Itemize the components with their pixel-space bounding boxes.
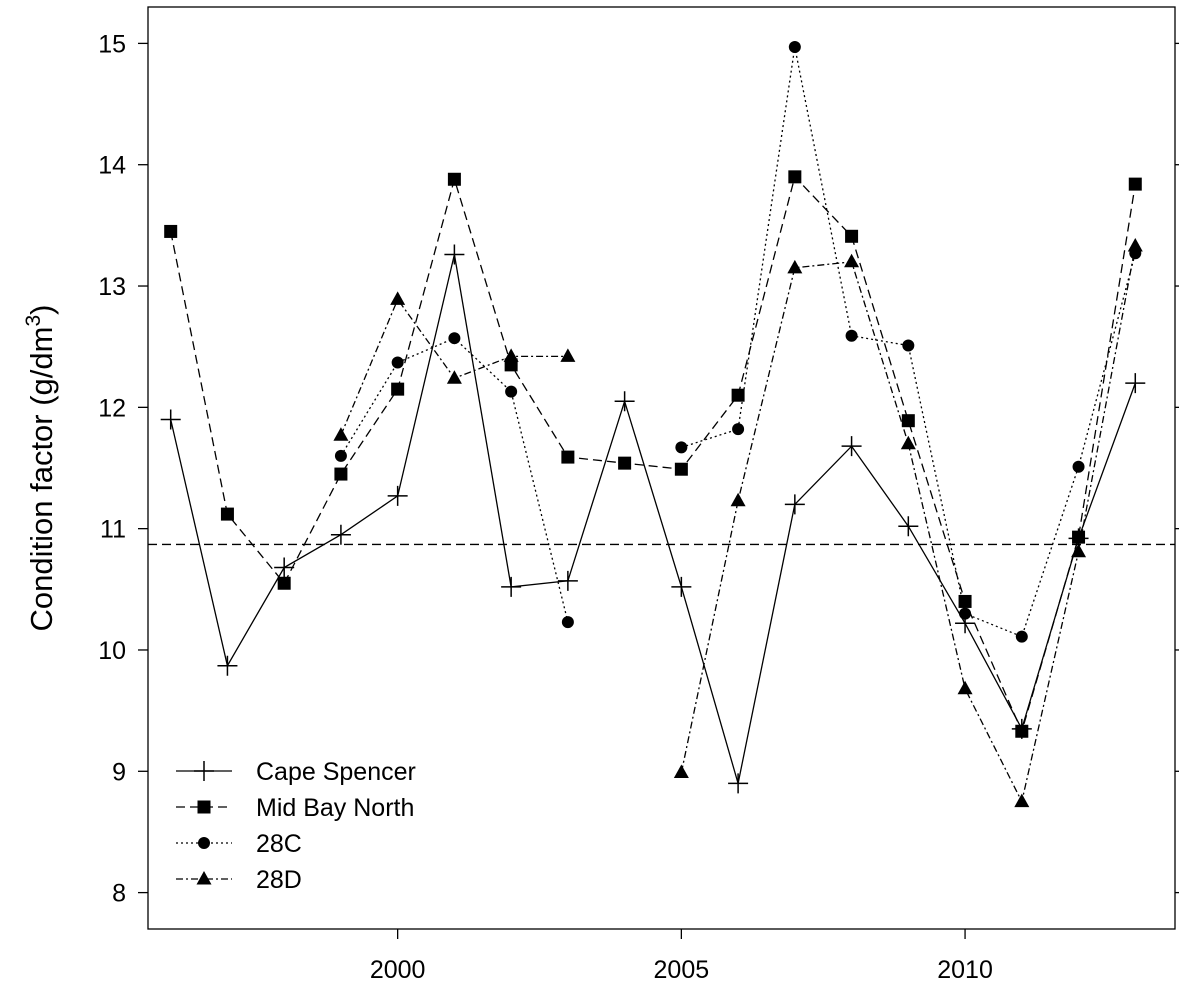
data-point-circle bbox=[788, 41, 801, 54]
data-point-circle bbox=[561, 616, 574, 629]
y-tick-label: 13 bbox=[98, 273, 126, 301]
y-tick-label: 8 bbox=[112, 880, 126, 908]
data-point-plus bbox=[557, 570, 578, 591]
data-point-plus bbox=[614, 391, 635, 412]
data-point-triangle bbox=[730, 492, 746, 507]
data-point-plus bbox=[898, 516, 919, 537]
data-point-circle bbox=[505, 385, 518, 398]
legend-label: Mid Bay North bbox=[256, 794, 414, 822]
series-1 bbox=[164, 170, 1142, 738]
data-point-circle bbox=[198, 837, 210, 849]
y-axis-label-suffix: ) bbox=[24, 305, 59, 315]
data-point-square bbox=[220, 507, 234, 521]
data-point-plus bbox=[784, 494, 805, 515]
data-point-square bbox=[561, 450, 575, 464]
data-point-circle bbox=[959, 607, 972, 620]
data-point-circle bbox=[391, 356, 404, 369]
data-point-square bbox=[447, 172, 461, 186]
data-point-triangle bbox=[900, 435, 916, 450]
data-point-triangle bbox=[673, 764, 689, 779]
data-point-plus bbox=[728, 773, 749, 794]
data-point-square bbox=[674, 462, 688, 476]
data-point-square bbox=[845, 229, 859, 243]
data-point-circle bbox=[1015, 630, 1028, 643]
data-point-plus bbox=[160, 409, 181, 430]
data-point-circle bbox=[334, 449, 347, 462]
data-point-square bbox=[277, 576, 291, 590]
data-point-square bbox=[731, 388, 745, 402]
legend: Cape Spencer Mid Bay North 28C 28D bbox=[176, 758, 416, 894]
data-point-plus bbox=[194, 761, 214, 781]
legend-label: 28D bbox=[256, 866, 302, 894]
data-point-square bbox=[788, 170, 802, 184]
data-point-triangle bbox=[560, 348, 576, 362]
series-layer bbox=[160, 41, 1146, 808]
x-tick-label: 2000 bbox=[370, 956, 426, 984]
y-tick-label: 15 bbox=[98, 30, 126, 58]
y-axis-label-superscript: 3 bbox=[22, 315, 45, 327]
data-point-plus bbox=[387, 485, 408, 506]
data-point-triangle bbox=[957, 680, 973, 695]
legend-label: Cape Spencer bbox=[256, 758, 416, 786]
data-point-triangle bbox=[196, 871, 212, 885]
y-axis: 8 9 10 11 12 13 14 15 bbox=[98, 30, 1179, 908]
data-point-square bbox=[901, 414, 915, 428]
series-line bbox=[340, 46, 1136, 638]
data-point-plus bbox=[671, 576, 692, 597]
data-point-circle bbox=[845, 329, 858, 342]
data-point-square bbox=[1015, 724, 1029, 738]
data-point-triangle bbox=[844, 253, 860, 268]
legend-label: 28C bbox=[256, 830, 302, 858]
data-point-plus bbox=[274, 557, 295, 578]
data-point-triangle bbox=[1014, 793, 1030, 808]
data-point-plus bbox=[841, 436, 862, 457]
data-point-plus bbox=[217, 655, 238, 676]
series-2 bbox=[334, 41, 1142, 643]
data-point-triangle bbox=[503, 348, 519, 362]
y-tick-label: 14 bbox=[98, 152, 126, 180]
data-point-square bbox=[197, 800, 211, 814]
data-point-triangle bbox=[1127, 237, 1143, 252]
y-axis-label: Condition factor (g/dm3) bbox=[22, 305, 59, 632]
data-point-circle bbox=[1072, 460, 1085, 473]
x-axis: 2000 2005 2010 bbox=[370, 929, 993, 984]
x-tick-label: 2010 bbox=[937, 956, 993, 984]
y-tick-label: 12 bbox=[98, 394, 126, 422]
data-point-square bbox=[1128, 177, 1142, 191]
series-3 bbox=[333, 237, 1143, 808]
data-point-plus bbox=[330, 524, 351, 545]
data-point-plus bbox=[501, 576, 522, 597]
y-tick-label: 9 bbox=[112, 758, 126, 786]
data-point-circle bbox=[732, 423, 745, 436]
data-point-triangle bbox=[333, 427, 349, 441]
series-line bbox=[170, 254, 1136, 784]
plot-frame bbox=[147, 6, 1176, 930]
series-0 bbox=[160, 244, 1146, 794]
data-point-circle bbox=[448, 332, 461, 345]
series-line bbox=[170, 175, 1136, 734]
data-point-square bbox=[391, 382, 405, 396]
data-point-square bbox=[334, 467, 348, 481]
y-tick-label: 10 bbox=[98, 637, 126, 665]
data-point-square bbox=[164, 224, 178, 238]
data-point-plus bbox=[1125, 373, 1146, 394]
data-point-square bbox=[618, 456, 632, 470]
y-tick-label: 11 bbox=[100, 516, 126, 544]
data-point-square bbox=[958, 594, 972, 608]
data-point-triangle bbox=[446, 370, 462, 384]
data-point-square bbox=[1072, 530, 1086, 544]
y-axis-label-main: Condition factor (g/dm bbox=[24, 327, 59, 632]
data-point-triangle bbox=[1071, 543, 1087, 558]
x-tick-label: 2005 bbox=[654, 956, 710, 984]
data-point-circle bbox=[902, 339, 915, 352]
data-point-triangle bbox=[390, 291, 406, 305]
data-point-circle bbox=[675, 441, 688, 454]
data-point-triangle bbox=[787, 259, 803, 274]
data-point-plus bbox=[444, 244, 465, 265]
